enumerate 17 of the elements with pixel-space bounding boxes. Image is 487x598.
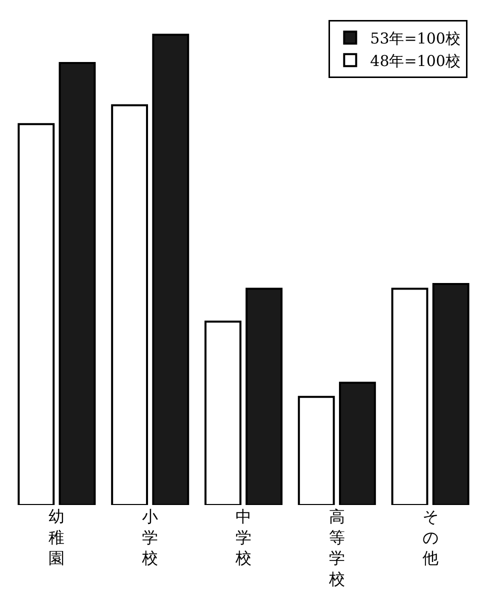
bar (58, 62, 96, 505)
bar (152, 34, 190, 505)
bar (111, 104, 148, 505)
x-tick-label: 幼稚園 (48, 507, 65, 568)
x-tick-label: 小学校 (141, 507, 158, 568)
x-tick-label: 中学校 (234, 507, 252, 568)
legend-label: 53年=100校 (370, 30, 460, 48)
bar (204, 320, 242, 505)
bar (246, 288, 283, 505)
bar (432, 282, 470, 505)
bar (18, 123, 55, 505)
bar (391, 288, 428, 505)
x-tick-label: その他 (422, 507, 438, 568)
bar (298, 396, 335, 505)
bar (338, 382, 376, 505)
legend-label: 48年=100校 (370, 52, 460, 70)
x-tick-label: 高等学校 (328, 507, 345, 588)
